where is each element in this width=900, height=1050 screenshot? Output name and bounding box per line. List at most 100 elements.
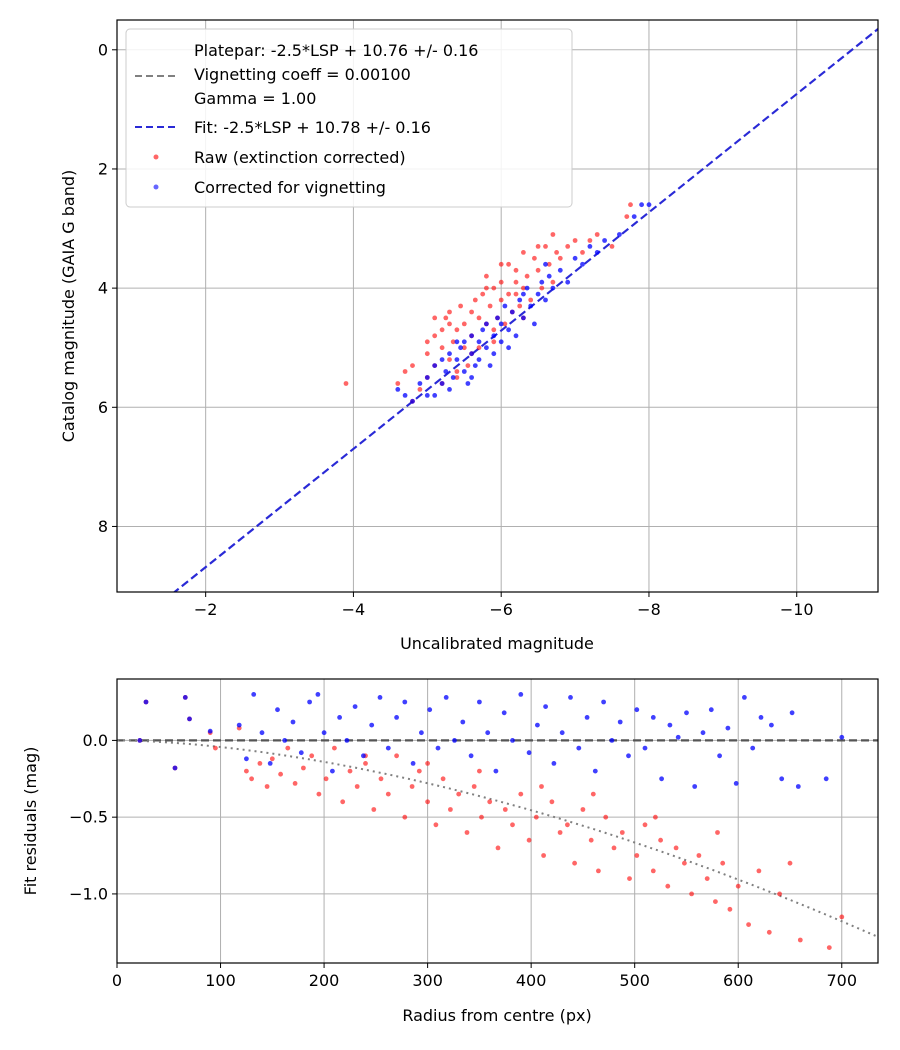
top-fit-lines — [172, 28, 878, 592]
bottom-raw-point — [627, 876, 632, 881]
bottom-raw-point — [611, 845, 617, 851]
top-y-tick-label: 4 — [98, 279, 108, 298]
bottom-chart: 0 100 200 300 400 500 600 700 0.0 −0.5 −1.0 Radius… — [21, 678, 879, 1025]
bottom-corrected-point — [779, 776, 785, 782]
top-raw-point — [447, 321, 452, 327]
top-corrected-point — [461, 369, 467, 374]
bottom-corrected-point — [750, 745, 756, 751]
top-corrected-point — [469, 351, 474, 357]
bottom-raw-point — [539, 784, 544, 789]
top-x-tick-label: −8 — [637, 600, 661, 619]
bottom-corrected-point — [708, 707, 714, 713]
bottom-raw-point — [269, 756, 275, 762]
top-corrected-point — [417, 381, 423, 386]
bottom-raw-point — [565, 822, 570, 828]
bottom-corrected-point — [315, 692, 321, 697]
bottom-corrected-point — [543, 704, 548, 709]
bottom-x-tick-label: 400 — [516, 971, 547, 990]
bottom-raw-point — [704, 876, 710, 881]
top-plot-frame — [116, 19, 879, 593]
bottom-y-tick-label: 0.0 — [83, 731, 108, 750]
bottom-corrected-point — [839, 734, 845, 740]
bottom-raw-point — [385, 791, 391, 797]
top-corrected-point — [443, 369, 449, 374]
legend-platepar-line-2: Vignetting coeff = 0.00100 — [194, 65, 411, 84]
bottom-y-tick-label: −0.5 — [69, 808, 108, 827]
bottom-raw-point — [696, 853, 702, 858]
top-raw-point — [498, 261, 504, 267]
bottom-raw-point — [477, 768, 482, 774]
top-corrected-point — [617, 232, 622, 237]
top-raw-point — [454, 375, 460, 380]
top-corrected-point — [439, 381, 445, 386]
top-raw-point — [424, 351, 430, 357]
bottom-raw-point — [340, 799, 346, 805]
bottom-corrected-point — [443, 695, 449, 700]
bottom-raw-point — [278, 771, 283, 777]
bottom-x-tick-label: 0 — [112, 971, 122, 990]
top-corrected-point — [480, 327, 486, 333]
top-corrected-point — [454, 339, 460, 345]
top-raw-point — [502, 321, 508, 327]
bottom-raw-point — [689, 891, 694, 897]
bottom-raw-point — [596, 868, 601, 874]
bottom-raw-point — [394, 753, 399, 759]
top-corrected-point — [432, 363, 438, 368]
top-raw-point — [554, 250, 559, 255]
bottom-corrected-point — [758, 715, 764, 720]
top-raw-point — [410, 363, 415, 368]
bottom-corrected-point — [435, 745, 441, 751]
bottom-corrected-point — [290, 719, 296, 725]
top-raw-point — [550, 232, 556, 237]
bottom-raw-point — [653, 814, 658, 820]
top-corrected-point — [602, 238, 607, 243]
top-corrected-point — [424, 393, 430, 398]
top-x-tick-label: −2 — [194, 600, 218, 619]
top-corrected-point — [491, 351, 497, 357]
top-raw-point — [432, 315, 438, 321]
top-raw-point — [395, 381, 401, 386]
bottom-corrected-point — [275, 707, 280, 713]
bottom-corrected-point — [143, 699, 149, 705]
bottom-raw-point — [363, 761, 368, 766]
top-corrected-point — [476, 357, 482, 362]
bottom-raw-point — [715, 830, 720, 835]
bottom-corrected-point — [385, 745, 391, 751]
bottom-corrected-point — [592, 768, 598, 774]
bottom-corrected-point — [172, 765, 178, 771]
top-raw-point — [458, 303, 463, 309]
top-raw-point — [498, 297, 504, 303]
bottom-raw-point — [425, 761, 430, 766]
bottom-corrected-point — [551, 761, 557, 766]
legend: Platepar: -2.5*LSP + 10.76 +/- 0.16 Vign… — [125, 28, 573, 208]
bottom-points — [137, 692, 845, 950]
top-corrected-point — [450, 375, 456, 380]
bottom-raw-point — [471, 784, 477, 789]
top-raw-point — [447, 357, 452, 362]
bottom-raw-point — [619, 830, 625, 835]
top-raw-point — [517, 303, 523, 309]
bottom-corrected-point — [402, 699, 408, 705]
top-corrected-point — [580, 261, 585, 267]
top-corrected-point — [532, 321, 537, 327]
top-corrected-point — [454, 357, 460, 362]
bottom-corrected-point — [626, 753, 631, 759]
top-corrected-point — [506, 327, 511, 333]
top-corrected-point — [495, 315, 500, 321]
bottom-corrected-point — [282, 738, 288, 743]
bottom-raw-point — [448, 807, 453, 812]
top-raw-point — [550, 279, 556, 285]
top-raw-point — [469, 309, 474, 315]
top-fit-line — [172, 28, 878, 592]
bottom-raw-point — [479, 814, 484, 820]
bottom-corrected-point — [298, 750, 304, 756]
top-raw-point — [491, 339, 497, 345]
bottom-corrected-point — [510, 738, 515, 743]
legend-corrected-label: Corrected for vignetting — [194, 178, 386, 197]
bottom-raw-point — [354, 784, 360, 789]
legend-raw-marker — [153, 154, 159, 160]
bottom-raw-point — [292, 781, 298, 786]
bottom-raw-point — [735, 883, 741, 889]
top-corrected-point — [469, 375, 474, 380]
